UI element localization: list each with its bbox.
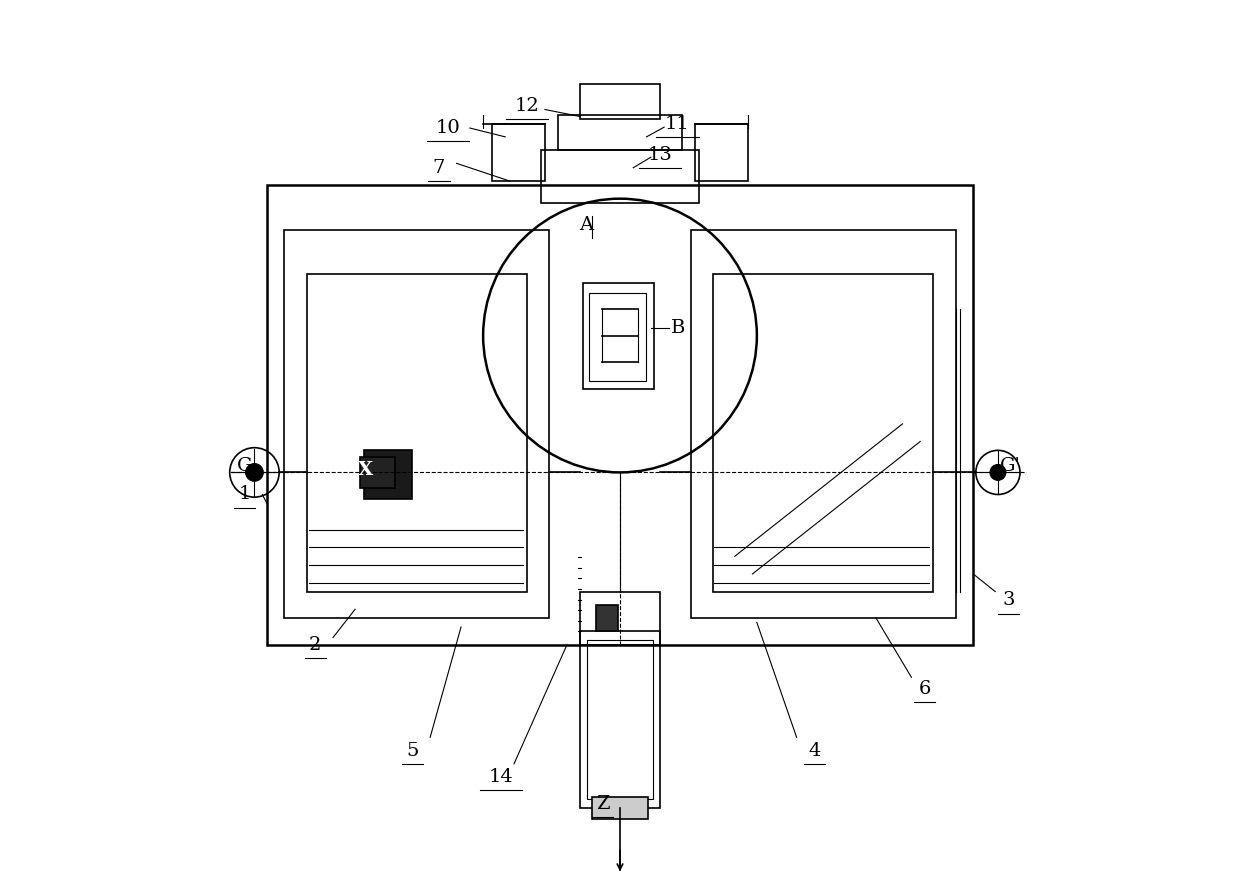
Bar bbox=[541, 150, 699, 203]
Bar bbox=[558, 115, 682, 150]
Text: 3: 3 bbox=[1002, 592, 1014, 609]
Text: 12: 12 bbox=[515, 97, 539, 115]
Text: 6: 6 bbox=[919, 680, 931, 698]
Circle shape bbox=[990, 464, 1006, 480]
Text: G': G' bbox=[999, 457, 1021, 475]
Text: 11: 11 bbox=[665, 115, 689, 132]
Bar bbox=[580, 631, 660, 808]
Bar bbox=[588, 640, 652, 799]
Text: 1: 1 bbox=[238, 486, 250, 503]
Text: A: A bbox=[579, 216, 594, 234]
Text: 14: 14 bbox=[489, 768, 513, 786]
Bar bbox=[306, 274, 527, 592]
Circle shape bbox=[246, 464, 263, 481]
Bar bbox=[696, 124, 748, 181]
Text: Z: Z bbox=[595, 795, 609, 812]
Text: 13: 13 bbox=[647, 146, 672, 163]
Bar bbox=[591, 797, 649, 819]
Text: 10: 10 bbox=[435, 119, 460, 137]
Bar bbox=[691, 230, 956, 618]
Bar bbox=[363, 450, 413, 499]
Text: 4: 4 bbox=[808, 742, 821, 759]
Bar bbox=[596, 605, 619, 631]
Bar bbox=[583, 283, 653, 389]
Bar bbox=[580, 592, 660, 645]
Text: 7: 7 bbox=[433, 159, 445, 177]
Bar bbox=[492, 124, 544, 181]
Text: X: X bbox=[358, 461, 373, 479]
Bar bbox=[580, 84, 660, 119]
Text: G: G bbox=[237, 457, 253, 475]
Bar bbox=[589, 293, 646, 381]
Bar bbox=[284, 230, 549, 618]
Text: B: B bbox=[671, 320, 686, 337]
Text: 5: 5 bbox=[407, 742, 419, 759]
Text: 2: 2 bbox=[309, 636, 321, 653]
Bar bbox=[267, 185, 973, 645]
Bar bbox=[360, 457, 394, 488]
Bar bbox=[713, 274, 934, 592]
